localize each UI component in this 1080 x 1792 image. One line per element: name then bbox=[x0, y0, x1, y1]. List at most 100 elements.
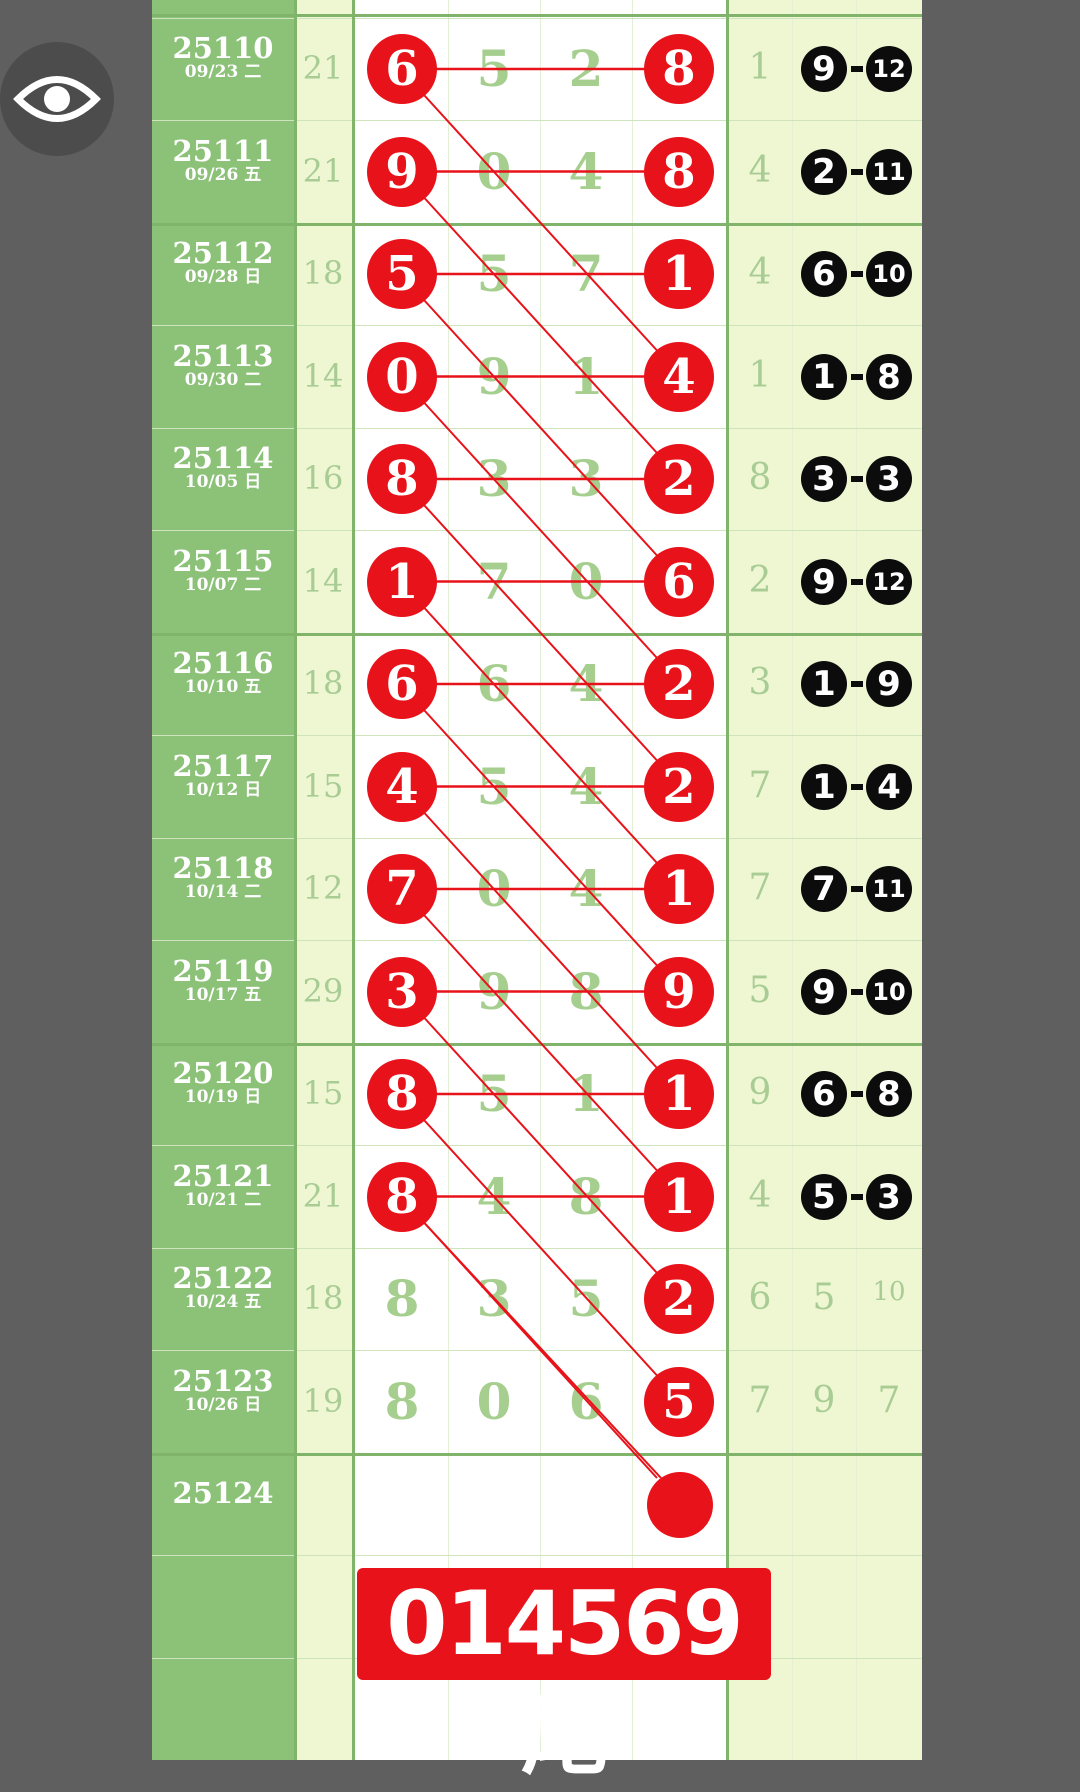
black-ball-1: 5 bbox=[801, 1173, 847, 1220]
period-date: 09/28 日 bbox=[184, 267, 262, 287]
digit-2: 5 bbox=[476, 756, 512, 816]
next-period-label: 25124 bbox=[172, 1476, 274, 1510]
tail-value: 8 bbox=[748, 457, 772, 498]
black-ball-2: 11 bbox=[866, 148, 912, 195]
sum-value: 29 bbox=[302, 971, 344, 1010]
sum-value: 14 bbox=[302, 561, 344, 600]
black-ball-2: 9 bbox=[866, 661, 912, 707]
digit-4: 2 bbox=[644, 751, 714, 822]
period-cell: 25117 10/12 日 bbox=[152, 743, 294, 799]
prediction-banner: 014569尾 bbox=[357, 1568, 771, 1787]
black-ball-1: 6 bbox=[801, 1071, 847, 1117]
black-ball-1: 2 bbox=[801, 148, 847, 195]
period-number: 25120 bbox=[172, 1056, 274, 1090]
digit-4: 5 bbox=[644, 1366, 714, 1437]
eye-toggle-button[interactable] bbox=[0, 42, 114, 156]
digit-4: 1 bbox=[644, 1161, 714, 1232]
period-number: 25121 bbox=[172, 1158, 274, 1193]
period-column bbox=[152, 0, 294, 1760]
digit-2: 3 bbox=[476, 1269, 512, 1328]
period-cell: 25116 10/10 五 bbox=[152, 640, 294, 696]
black-ball-1: 9 bbox=[801, 968, 847, 1015]
trend-chart-board: 25110 09/23 二 21 6 5 2 8 1 9 12 25111 09/26 五 21 9 0 4 8… bbox=[152, 0, 922, 1760]
digit-2: 0 bbox=[476, 1371, 512, 1431]
tail-value: 9 bbox=[748, 1072, 772, 1113]
period-number: 25111 bbox=[172, 133, 274, 168]
digit-3: 4 bbox=[568, 859, 604, 918]
digit-4: 8 bbox=[644, 136, 714, 207]
sum-value: 21 bbox=[302, 1176, 344, 1215]
ball-dash bbox=[850, 168, 863, 175]
period-number: 25123 bbox=[172, 1363, 274, 1398]
sum-value: 18 bbox=[302, 1279, 344, 1317]
period-date: 10/17 五 bbox=[184, 984, 262, 1005]
period-number: 25116 bbox=[172, 646, 274, 680]
period-cell: 25120 10/19 日 bbox=[152, 1050, 294, 1106]
digit-3: 7 bbox=[568, 244, 604, 303]
period-number: 25115 bbox=[172, 543, 274, 578]
tail-value: 1 bbox=[748, 354, 772, 396]
digit-2: 3 bbox=[476, 449, 512, 508]
period-number: 25113 bbox=[172, 338, 274, 373]
tail-value: 5 bbox=[748, 969, 772, 1011]
sum-value: 15 bbox=[302, 766, 344, 805]
digit-4: 1 bbox=[644, 239, 714, 309]
sum-column bbox=[294, 0, 352, 1760]
digit-4: 1 bbox=[644, 854, 714, 924]
digit-1: 8 bbox=[384, 1371, 420, 1431]
digit-3: 1 bbox=[568, 1064, 604, 1123]
digit-4: 2 bbox=[644, 649, 714, 719]
period-date: 10/10 五 bbox=[184, 677, 262, 697]
digit-3: 1 bbox=[568, 346, 604, 406]
period-cell: 25113 09/30 二 bbox=[152, 333, 294, 389]
period-number: 25117 bbox=[172, 748, 274, 783]
black-ball-2: 10 bbox=[866, 968, 912, 1015]
tail-value: 2 bbox=[748, 559, 772, 601]
sum-value: 14 bbox=[302, 356, 344, 395]
black-ball-2: 10 bbox=[866, 251, 912, 297]
black-ball-1: 7 bbox=[801, 866, 847, 912]
digit-3: 2 bbox=[568, 39, 604, 98]
black-ball-2: 12 bbox=[866, 46, 912, 92]
digit-2: 9 bbox=[476, 961, 512, 1021]
period-date: 10/14 二 bbox=[184, 882, 262, 902]
period-date: 10/05 日 bbox=[184, 472, 262, 492]
digit-4: 8 bbox=[644, 34, 714, 104]
period-number: 25110 bbox=[172, 31, 274, 65]
ball-dash bbox=[850, 1193, 863, 1200]
black-ball-1: 9 bbox=[801, 46, 847, 92]
period-date: 10/12 日 bbox=[184, 779, 262, 800]
digit-1: 8 bbox=[384, 1269, 420, 1328]
sum-value: 16 bbox=[302, 459, 344, 497]
sum-value: 15 bbox=[302, 1074, 344, 1112]
tail-value: 3 bbox=[748, 662, 772, 703]
ball-dash bbox=[850, 681, 863, 687]
digit-1: 8 bbox=[367, 444, 437, 514]
tail-extra-2: 10 bbox=[872, 1277, 906, 1307]
digit-2: 4 bbox=[476, 1166, 512, 1226]
digit-4: 6 bbox=[644, 546, 714, 617]
digit-3: 6 bbox=[568, 1371, 604, 1431]
black-ball-2: 3 bbox=[866, 1173, 912, 1220]
ball-dash bbox=[850, 476, 863, 482]
prediction-dot[interactable] bbox=[647, 1472, 713, 1538]
black-ball-1: 1 bbox=[801, 763, 847, 810]
sum-value: 18 bbox=[302, 254, 344, 292]
period-cell: 25115 10/07 二 bbox=[152, 538, 294, 594]
black-ball-1: 6 bbox=[801, 251, 847, 297]
tail-value: 7 bbox=[748, 867, 772, 908]
period-number: 25112 bbox=[172, 236, 274, 270]
digit-3: 8 bbox=[568, 961, 604, 1021]
digit-1: 6 bbox=[367, 649, 437, 719]
period-number: 25118 bbox=[172, 851, 274, 885]
period-date: 09/23 二 bbox=[184, 62, 262, 82]
digit-4: 4 bbox=[644, 341, 714, 412]
digit-1: 3 bbox=[367, 956, 437, 1027]
period-date: 10/07 二 bbox=[184, 574, 262, 595]
tail-value: 1 bbox=[748, 47, 772, 88]
digit-4: 2 bbox=[644, 1264, 714, 1334]
digit-3: 4 bbox=[568, 141, 604, 201]
digit-2: 5 bbox=[476, 39, 512, 98]
ball-dash bbox=[850, 578, 863, 585]
ball-dash bbox=[850, 271, 863, 277]
